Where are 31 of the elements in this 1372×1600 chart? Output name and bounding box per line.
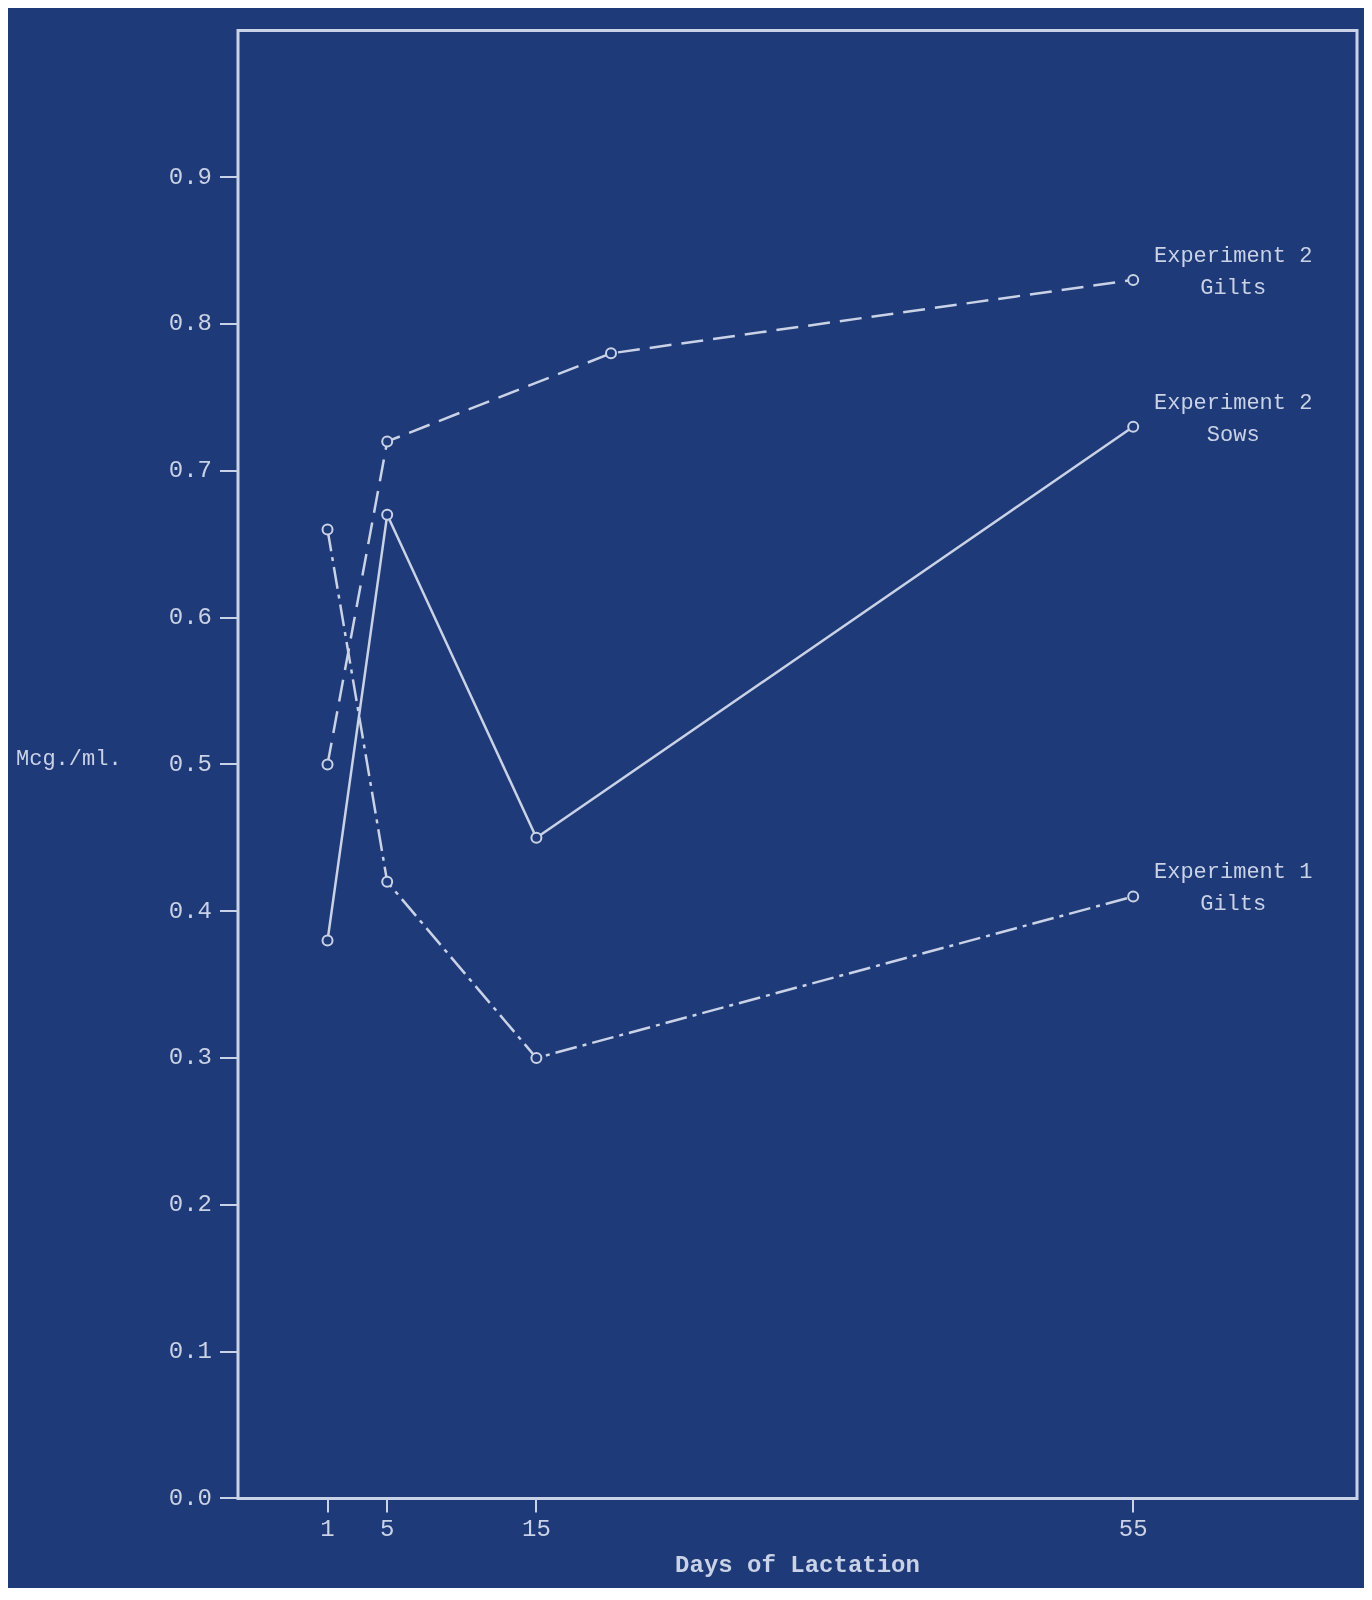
x-tick-label: 15 (521, 1516, 551, 1544)
y-tick-label: 0.2 (168, 1191, 212, 1219)
series-label: Experiment 2 Sows (1153, 390, 1313, 448)
y-tick-label: 0.0 (168, 1484, 212, 1512)
x-tick-label: 5 (380, 1516, 395, 1544)
y-axis-title: Mcg./ml. (16, 747, 122, 773)
y-tick-label: 0.6 (168, 603, 212, 631)
point (321, 523, 334, 536)
point (1127, 420, 1140, 433)
point (381, 508, 394, 521)
point (321, 934, 334, 947)
series-label: Experiment 2 Gilts (1153, 243, 1313, 301)
y-tick-label: 0.5 (168, 750, 212, 778)
point (381, 435, 394, 448)
x-axis-title: Days of Lactation (675, 1551, 920, 1579)
point (1127, 273, 1140, 286)
series-label: Experiment 1 Gilts (1153, 860, 1313, 918)
y-tick-label: 0.7 (168, 457, 212, 485)
point (530, 831, 543, 844)
y-tick-label: 0.9 (168, 163, 212, 191)
y-tick-label: 0.1 (168, 1337, 212, 1365)
point (321, 758, 334, 771)
x-tick-label: 1 (320, 1516, 335, 1544)
point (530, 1052, 543, 1064)
point (381, 875, 394, 888)
point (1127, 890, 1140, 903)
point (605, 347, 617, 360)
y-tick-label: 0.8 (168, 310, 212, 338)
x-tick-label: 55 (1118, 1516, 1148, 1544)
y-tick-label: 0.4 (168, 897, 212, 925)
y-tick-label: 0.3 (168, 1044, 212, 1072)
